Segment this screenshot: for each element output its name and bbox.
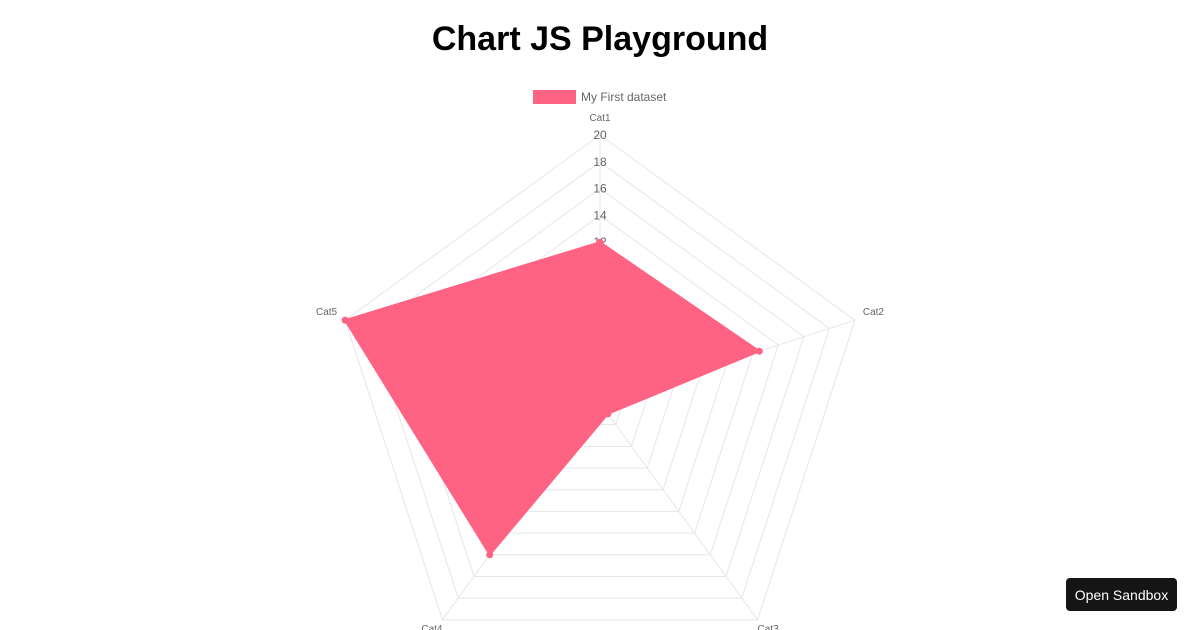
r-tick-label: 14 — [593, 208, 607, 222]
dataset-area — [344, 241, 761, 556]
page-title: Chart JS Playground — [431, 20, 769, 58]
data-point — [341, 316, 349, 324]
data-point — [755, 347, 763, 355]
data-point — [596, 238, 604, 246]
grid-ring — [344, 134, 856, 621]
category-label: Cat5 — [316, 307, 338, 318]
category-label: Cat1 — [589, 113, 611, 124]
angle-line — [599, 402, 758, 621]
legend-swatch — [533, 90, 576, 104]
legend-label: My First dataset — [581, 90, 667, 104]
data-point — [486, 551, 494, 559]
r-tick-label: 16 — [593, 182, 607, 196]
data-point — [604, 410, 612, 418]
category-label: Cat2 — [863, 307, 885, 318]
chart-legend[interactable]: My First dataset — [533, 89, 666, 105]
category-label: Cat4 — [421, 624, 443, 630]
r-tick-label: 18 — [593, 155, 607, 169]
open-sandbox-button[interactable]: Open Sandbox — [1066, 578, 1177, 611]
category-label: Cat3 — [758, 624, 780, 630]
r-tick-label: 20 — [593, 128, 607, 142]
